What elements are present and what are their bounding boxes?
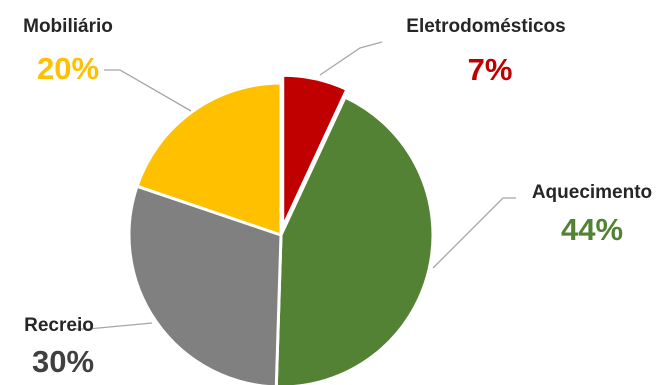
data-labels: Eletrodomésticos 7% Aquecimento 44% Recr…: [23, 16, 652, 379]
percent-label-recreio: 30%: [32, 344, 94, 379]
leader-line-recreio: [76, 322, 153, 330]
percent-label-eletrodomesticos: 7%: [468, 52, 513, 87]
category-label-aquecimento: Aquecimento: [532, 182, 652, 203]
category-label-eletrodomesticos: Eletrodomésticos: [406, 16, 565, 37]
category-label-mobiliario: Mobiliário: [23, 16, 113, 37]
leader-line-mobiliario: [104, 69, 192, 112]
leader-line-eletrodomesticos: [319, 41, 383, 76]
pie-slice-eletrodomesticos: [281, 73, 349, 229]
pie-slices: [127, 73, 435, 385]
leader-line-aquecimento: [432, 197, 516, 269]
leader-lines: [76, 41, 516, 330]
pie-slice-mobiliario: [135, 81, 283, 237]
pie-slice-recreio: [127, 184, 283, 385]
percent-label-mobiliario: 20%: [37, 51, 99, 86]
percent-label-aquecimento: 44%: [561, 212, 623, 247]
category-label-recreio: Recreio: [24, 315, 94, 336]
pie-slice-aquecimento: [274, 95, 435, 385]
